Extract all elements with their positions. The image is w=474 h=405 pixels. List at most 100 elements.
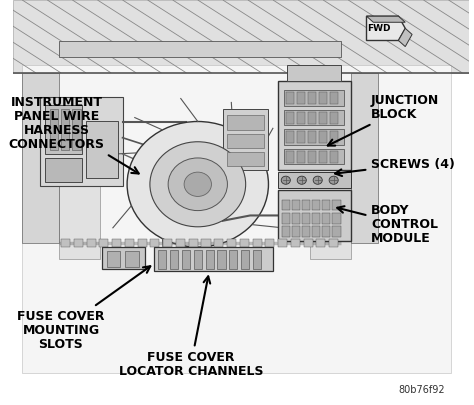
Bar: [286, 151, 294, 163]
Bar: [50, 109, 58, 150]
Bar: [332, 226, 340, 237]
Polygon shape: [399, 28, 412, 47]
Bar: [284, 129, 344, 145]
Bar: [308, 92, 316, 104]
Bar: [329, 151, 338, 163]
Bar: [319, 131, 327, 143]
Circle shape: [313, 176, 322, 184]
Bar: [308, 131, 316, 143]
Bar: [253, 250, 261, 269]
Bar: [319, 151, 327, 163]
Bar: [282, 200, 291, 210]
Bar: [303, 239, 313, 247]
Bar: [332, 200, 340, 210]
Bar: [228, 134, 264, 148]
Bar: [308, 112, 316, 124]
Polygon shape: [366, 16, 405, 40]
Bar: [297, 151, 305, 163]
Text: BODY
CONTROL
MODULE: BODY CONTROL MODULE: [337, 204, 438, 245]
Bar: [150, 239, 159, 247]
Bar: [322, 200, 330, 210]
Text: INSTRUMENT
PANEL WIRE
HARNESS
CONNECTORS: INSTRUMENT PANEL WIRE HARNESS CONNECTORS: [9, 96, 139, 173]
Bar: [302, 226, 310, 237]
Circle shape: [281, 176, 291, 184]
Circle shape: [168, 158, 228, 211]
Bar: [329, 92, 338, 104]
Bar: [87, 239, 96, 247]
Bar: [297, 112, 305, 124]
Bar: [310, 178, 351, 259]
Bar: [240, 239, 249, 247]
Bar: [286, 112, 294, 124]
Polygon shape: [59, 40, 341, 57]
Bar: [297, 92, 305, 104]
Circle shape: [150, 142, 246, 227]
Bar: [312, 200, 320, 210]
Bar: [322, 213, 330, 224]
Bar: [282, 226, 291, 237]
Bar: [155, 247, 273, 271]
Bar: [284, 110, 344, 125]
Bar: [74, 239, 83, 247]
Bar: [332, 213, 340, 224]
Text: FWD: FWD: [367, 24, 391, 33]
Bar: [292, 200, 301, 210]
Bar: [284, 149, 344, 164]
Text: 80b76f92: 80b76f92: [398, 385, 445, 395]
Text: JUNCTION
BLOCK: JUNCTION BLOCK: [328, 94, 439, 146]
Bar: [223, 109, 268, 170]
Text: SCREWS (4): SCREWS (4): [335, 158, 455, 176]
Bar: [302, 200, 310, 210]
Bar: [228, 152, 264, 166]
Bar: [329, 239, 338, 247]
Bar: [218, 250, 226, 269]
Bar: [316, 239, 326, 247]
Bar: [286, 131, 294, 143]
Bar: [278, 190, 351, 241]
Bar: [228, 115, 264, 130]
Bar: [286, 92, 294, 104]
Circle shape: [329, 176, 338, 184]
Bar: [137, 239, 147, 247]
Bar: [201, 239, 210, 247]
Bar: [302, 213, 310, 224]
Bar: [86, 122, 118, 178]
Text: FUSE COVER
MOUNTING
SLOTS: FUSE COVER MOUNTING SLOTS: [17, 266, 150, 351]
Bar: [282, 213, 291, 224]
Circle shape: [127, 122, 268, 247]
Bar: [189, 239, 198, 247]
Bar: [291, 239, 300, 247]
Bar: [112, 239, 121, 247]
Bar: [292, 226, 301, 237]
Bar: [322, 226, 330, 237]
Bar: [163, 239, 172, 247]
Bar: [61, 109, 69, 150]
Bar: [278, 172, 351, 188]
Bar: [158, 250, 166, 269]
Bar: [99, 239, 109, 247]
Bar: [319, 112, 327, 124]
Bar: [329, 131, 338, 143]
Bar: [308, 151, 316, 163]
Bar: [319, 92, 327, 104]
Bar: [284, 90, 344, 106]
Bar: [182, 250, 190, 269]
Bar: [227, 239, 236, 247]
Bar: [125, 239, 134, 247]
Polygon shape: [366, 16, 405, 22]
Bar: [241, 250, 249, 269]
Bar: [292, 213, 301, 224]
Bar: [312, 213, 320, 224]
Polygon shape: [22, 73, 59, 243]
Bar: [278, 239, 287, 247]
Bar: [45, 105, 82, 154]
Bar: [59, 178, 100, 259]
Bar: [297, 131, 305, 143]
Bar: [214, 239, 223, 247]
Polygon shape: [351, 73, 378, 243]
Polygon shape: [13, 0, 469, 73]
Bar: [194, 250, 202, 269]
Bar: [40, 97, 123, 186]
Bar: [253, 239, 262, 247]
Bar: [102, 247, 146, 269]
